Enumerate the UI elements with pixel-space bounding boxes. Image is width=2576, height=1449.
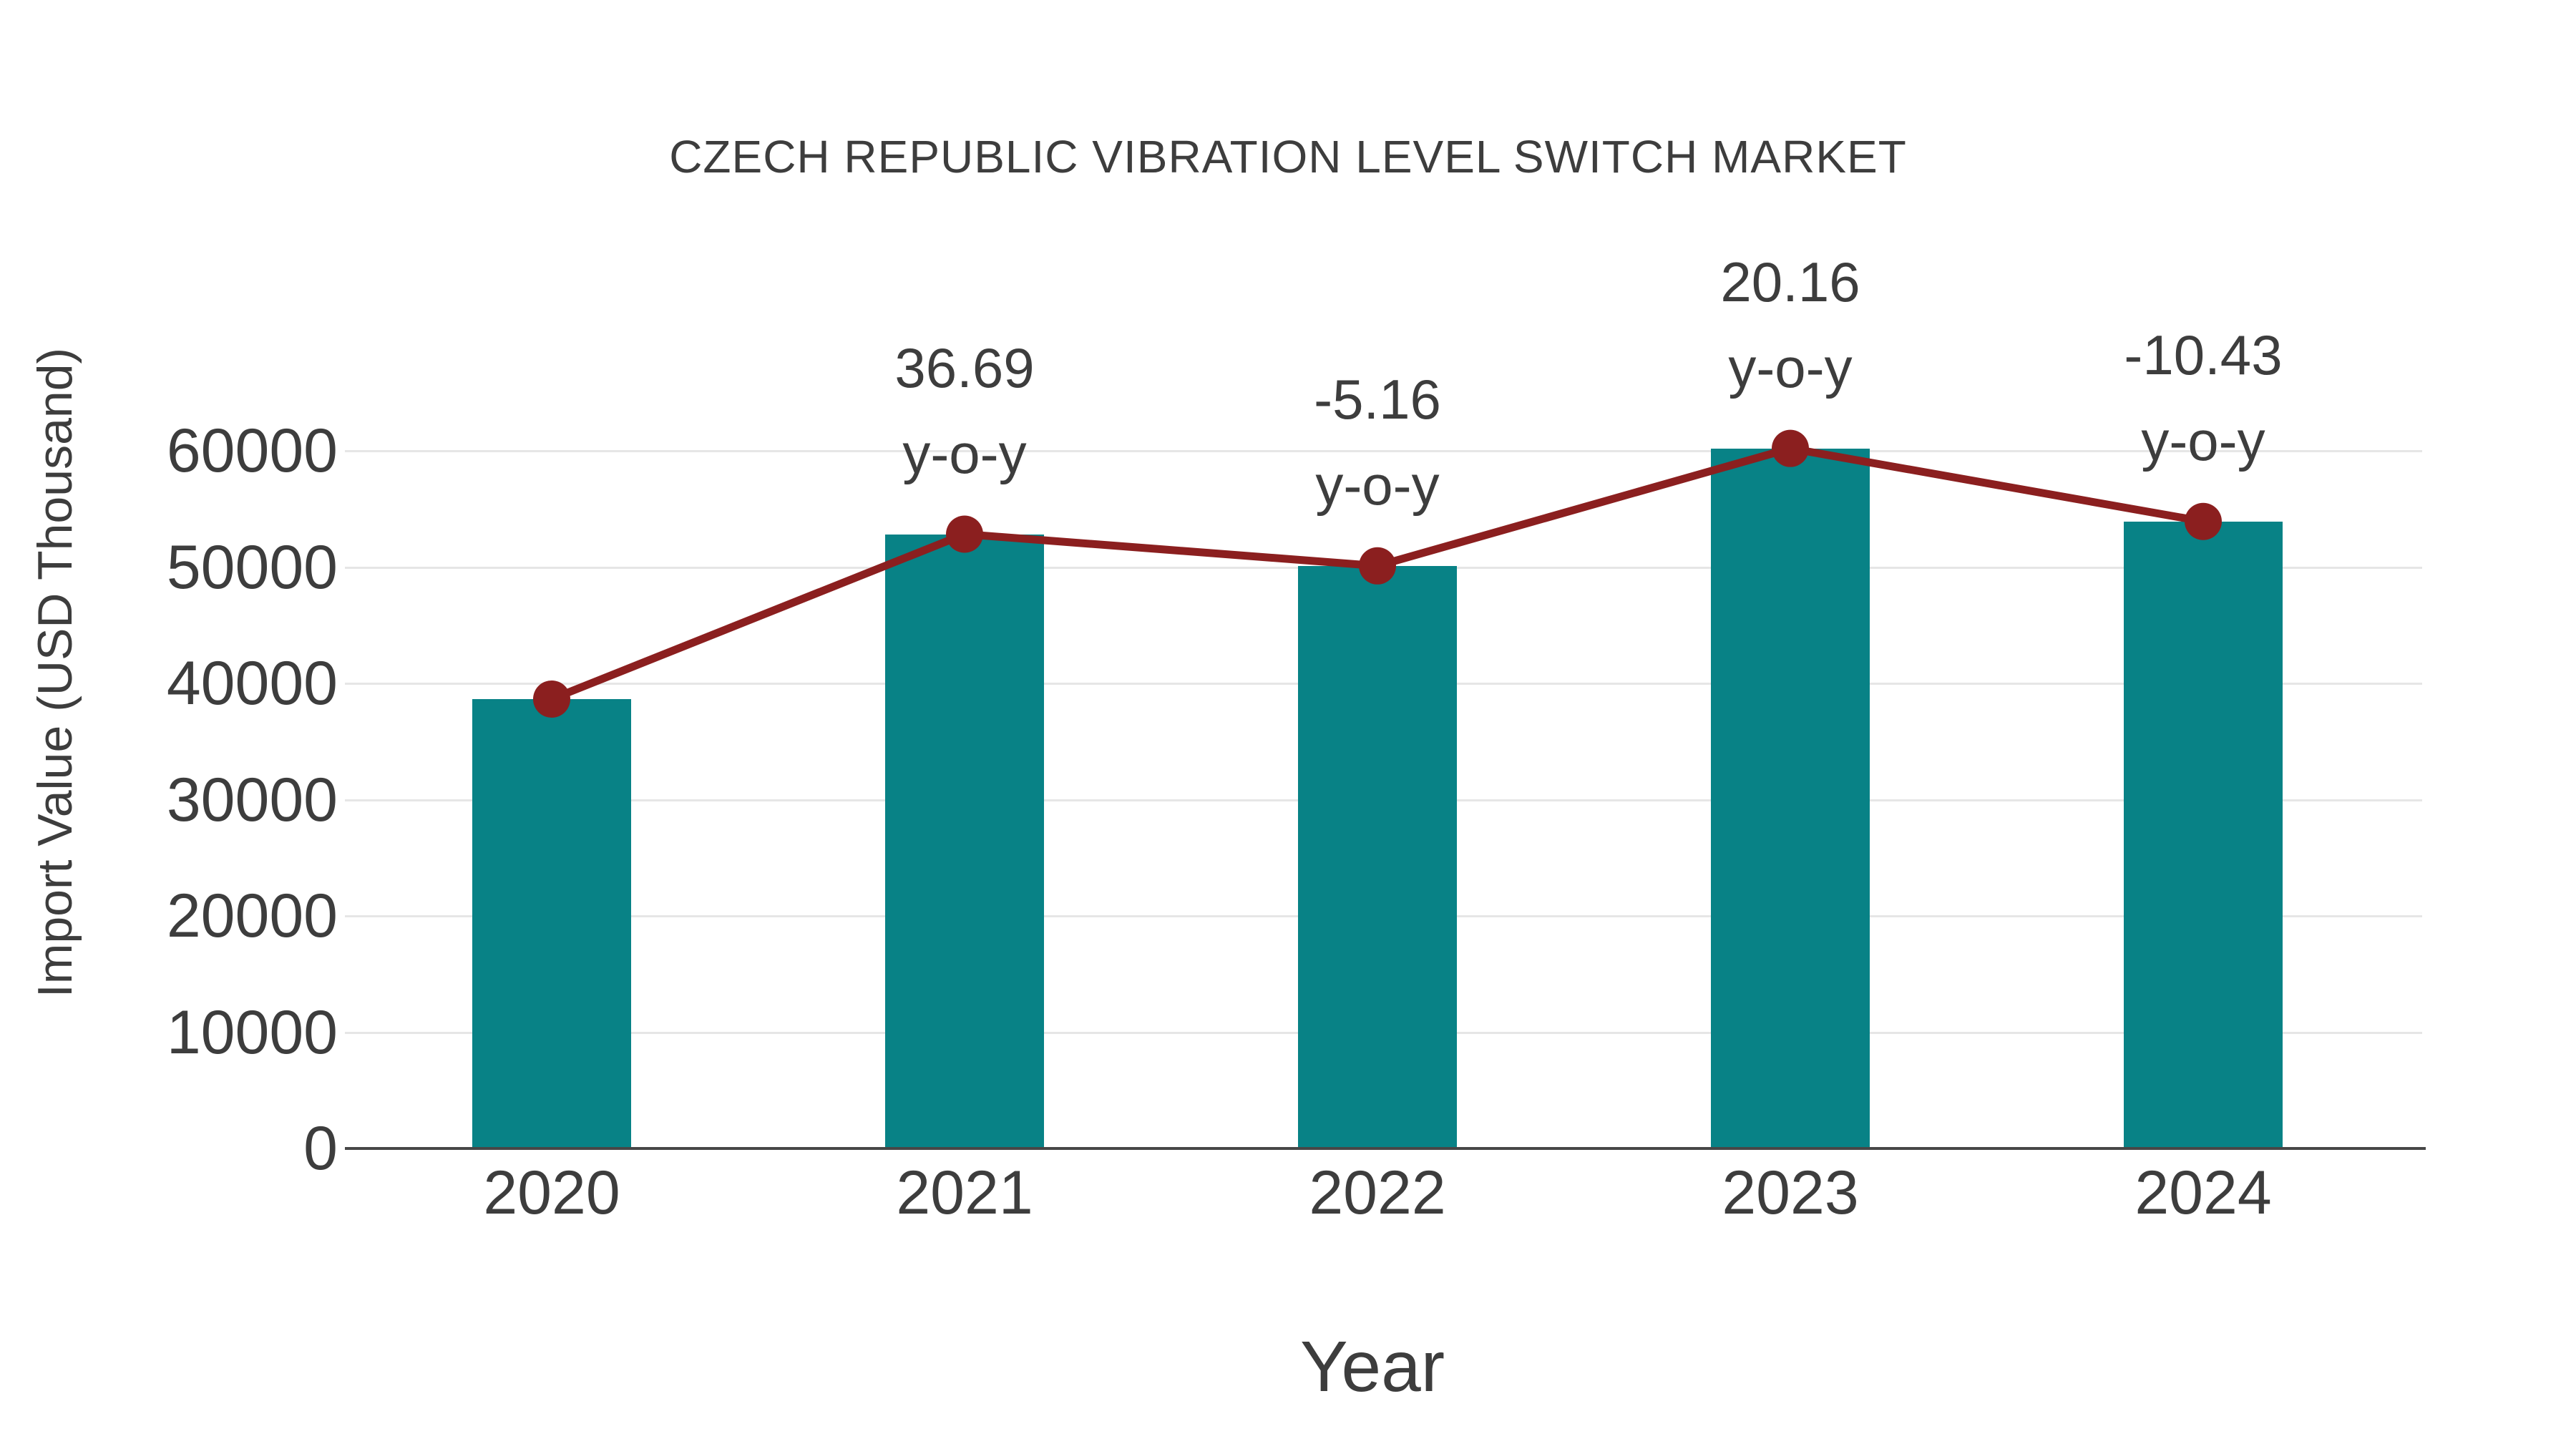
line-marker-2024 xyxy=(2185,502,2222,540)
bar-2024 xyxy=(2124,521,2283,1148)
bar-2023 xyxy=(1711,448,1870,1148)
annotation-2021-yoy: y-o-y xyxy=(902,421,1027,485)
x-tick-label-2021: 2021 xyxy=(896,1158,1033,1227)
annotation-2023-yoy: y-o-y xyxy=(1728,336,1853,399)
annotation-2023-value: 20.16 xyxy=(1720,250,1860,313)
y-tick-label: 50000 xyxy=(166,532,338,602)
line-marker-2020 xyxy=(533,680,570,718)
y-tick-label: 0 xyxy=(303,1114,338,1183)
line-marker-2023 xyxy=(1772,429,1809,467)
line-marker-2021 xyxy=(946,515,983,553)
annotation-2022-value: -5.16 xyxy=(1314,367,1441,431)
x-tick-label-2022: 2022 xyxy=(1309,1158,1446,1227)
x-axis-line xyxy=(345,1147,2426,1150)
bar-2021 xyxy=(885,534,1044,1148)
annotation-2024-value: -10.43 xyxy=(2124,323,2283,386)
annotation-2024-yoy: y-o-y xyxy=(2141,409,2265,472)
x-tick-label-2023: 2023 xyxy=(1722,1158,1859,1227)
y-tick-label: 40000 xyxy=(166,649,338,718)
annotation-2022-yoy: y-o-y xyxy=(1315,453,1440,517)
y-tick-label: 30000 xyxy=(166,765,338,834)
y-tick-label: 10000 xyxy=(166,997,338,1067)
line-marker-2022 xyxy=(1359,547,1396,585)
x-tick-label-2020: 2020 xyxy=(483,1158,620,1227)
x-tick-label-2024: 2024 xyxy=(2135,1158,2272,1227)
x-axis-title: Year xyxy=(1299,1327,1445,1407)
gridline xyxy=(345,450,2422,452)
y-tick-label: 20000 xyxy=(166,882,338,950)
bar-2020 xyxy=(472,698,631,1148)
bar-2022 xyxy=(1298,565,1457,1148)
annotation-2021-value: 36.69 xyxy=(894,336,1035,399)
y-tick-label: 60000 xyxy=(166,416,338,485)
chart-title: CZECH REPUBLIC VIBRATION LEVEL SWITCH MA… xyxy=(669,131,1907,182)
